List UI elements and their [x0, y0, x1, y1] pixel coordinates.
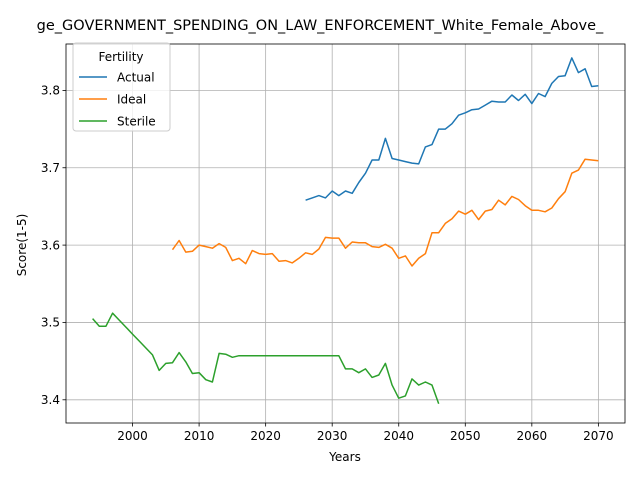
y-tick-label: 3.7	[41, 161, 60, 175]
legend-label-ideal: Ideal	[117, 92, 146, 106]
x-tick-label: 2000	[117, 429, 148, 443]
series-lines	[92, 57, 599, 404]
legend-label-sterile: Sterile	[117, 114, 156, 128]
x-tick-label: 2060	[517, 429, 548, 443]
plot-frame	[65, 43, 626, 424]
y-tick-label: 3.5	[41, 316, 60, 330]
x-tick-label: 2010	[184, 429, 215, 443]
y-axis-ticks: 3.4 3.5 3.6 3.7 3.8	[41, 84, 66, 407]
x-tick-label: 2050	[450, 429, 481, 443]
series-line-ideal	[171, 158, 599, 267]
x-tick-label: 2070	[583, 429, 614, 443]
y-tick-label: 3.6	[41, 238, 60, 252]
legend: Fertility Actual Ideal Sterile	[72, 42, 171, 132]
legend-label-actual: Actual	[117, 70, 155, 84]
x-axis-label: Years	[328, 450, 361, 464]
x-tick-label: 2030	[317, 429, 348, 443]
grid	[66, 44, 625, 423]
y-tick-label: 3.4	[41, 393, 60, 407]
x-axis-ticks: 2000 2010 2020 2030 2040 2050 2060 2070	[117, 423, 614, 443]
x-tick-label: 2020	[250, 429, 281, 443]
y-axis-label: Score(1-5)	[15, 214, 29, 277]
series-line-sterile	[92, 312, 440, 404]
series-line-actual	[305, 57, 599, 201]
x-tick-label: 2040	[383, 429, 414, 443]
chart-title: ge_GOVERNMENT_SPENDING_ON_LAW_ENFORCEMEN…	[37, 18, 604, 34]
y-tick-label: 3.8	[41, 84, 60, 98]
legend-box	[72, 42, 171, 132]
legend-title: Fertility	[98, 50, 143, 64]
